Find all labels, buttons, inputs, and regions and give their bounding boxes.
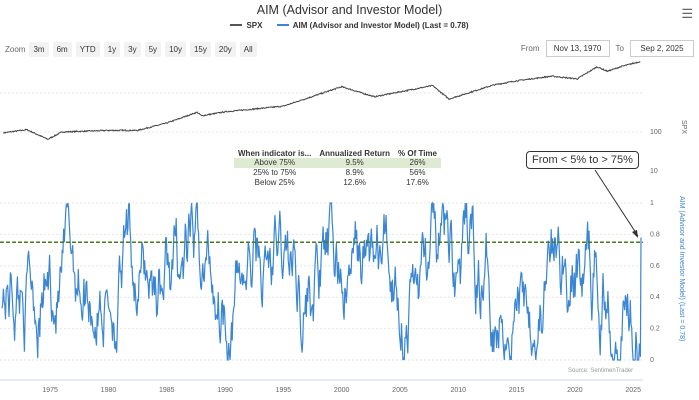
table-cell: 17.6% bbox=[406, 178, 429, 187]
to-label: To bbox=[615, 44, 624, 53]
spx-axis-label: SPX bbox=[680, 120, 687, 134]
aim-tick-label: 0.2 bbox=[650, 326, 660, 333]
hamburger-menu-icon[interactable]: ☰ bbox=[681, 6, 693, 21]
annotation-callout: From < 5% to > 75% bbox=[526, 151, 639, 169]
zoom-label: Zoom bbox=[5, 45, 26, 54]
aim-tick-label: 0 bbox=[650, 357, 654, 364]
x-tick-label: 1995 bbox=[276, 387, 292, 394]
table-cell: 56% bbox=[409, 168, 426, 177]
legend-label: SPX bbox=[246, 20, 263, 30]
stats-table: When indicator is... Annualized Return % O… bbox=[234, 149, 441, 188]
aim-tick-label: 0.8 bbox=[650, 231, 660, 238]
table-cell: 8.9% bbox=[345, 168, 364, 177]
line-swatch-icon bbox=[276, 24, 289, 26]
zoom-15y-button[interactable]: 15y bbox=[189, 42, 211, 57]
legend-item-aim[interactable]: AIM (Advisor and Investor Model) (Last =… bbox=[276, 20, 469, 30]
legend-label: AIM (Advisor and Investor Model) (Last =… bbox=[292, 20, 469, 30]
x-tick-label: 2025 bbox=[625, 387, 641, 394]
zoom-3y-button[interactable]: 3y bbox=[124, 42, 141, 57]
table-cell: Below 25% bbox=[254, 178, 295, 187]
x-tick-label: 1985 bbox=[159, 387, 175, 394]
zoom-ytd-button[interactable]: YTD bbox=[75, 42, 100, 57]
callout-arrow bbox=[594, 169, 639, 237]
table-row: Above 75% 9.5% 26% bbox=[234, 158, 441, 168]
x-tick-label: 2000 bbox=[334, 387, 350, 394]
zoom-1y-button[interactable]: 1y bbox=[103, 42, 121, 57]
table-row: Below 25% 12.6% 17.6% bbox=[234, 178, 441, 188]
aim-axis-label: AIM (Advisor and Investor Model) (Last =… bbox=[678, 196, 685, 341]
zoom-all-button[interactable]: All bbox=[239, 42, 257, 57]
x-tick-label: 2015 bbox=[509, 387, 525, 394]
line-swatch-icon bbox=[230, 24, 243, 26]
legend: SPX AIM (Advisor and Investor Model) (La… bbox=[0, 19, 699, 30]
x-tick-label: 2005 bbox=[392, 387, 408, 394]
aim-tick-label: 0.6 bbox=[650, 263, 660, 270]
x-tick-label: 1975 bbox=[42, 387, 58, 394]
zoom-5y-button[interactable]: 5y bbox=[144, 42, 162, 57]
to-date-input[interactable]: Sep 2, 2025 bbox=[630, 40, 694, 57]
x-tick-label: 1990 bbox=[217, 387, 233, 394]
zoom-6m-button[interactable]: 6m bbox=[52, 42, 72, 57]
aim-tick-label: 0.4 bbox=[650, 294, 660, 301]
aim-series-line bbox=[1, 201, 642, 361]
zoom-bar: Zoom 3m 6m YTD 1y 3y 5y 10y 15y 20y All bbox=[5, 42, 257, 57]
spx-tick-label: 10 bbox=[650, 168, 658, 175]
spx-tick-label: 100 bbox=[650, 129, 662, 136]
table-header: When indicator is... bbox=[238, 149, 312, 158]
date-range: From Nov 13, 1970 To Sep 2, 2025 bbox=[521, 40, 694, 57]
from-date-input[interactable]: Nov 13, 1970 bbox=[545, 40, 610, 57]
table-cell: Above 75% bbox=[234, 158, 316, 168]
table-header: Annualized Return bbox=[319, 149, 391, 158]
zoom-3m-button[interactable]: 3m bbox=[29, 42, 49, 57]
arrow-head-icon bbox=[632, 230, 638, 238]
table-cell: 25% to 75% bbox=[253, 168, 297, 177]
zoom-10y-button[interactable]: 10y bbox=[165, 42, 186, 57]
table-header: % Of Time bbox=[398, 149, 437, 158]
source-note: Source: SentimenTrader bbox=[568, 368, 634, 374]
spx-series-line bbox=[3, 61, 641, 140]
table-row: 25% to 75% 8.9% 56% bbox=[234, 168, 441, 178]
aim-tick-label: 1 bbox=[650, 200, 654, 207]
table-cell: 12.6% bbox=[343, 178, 367, 187]
chart-title: AIM (Advisor and Investor Model) bbox=[256, 3, 443, 17]
table-cell: 26% bbox=[394, 158, 441, 168]
legend-item-spx[interactable]: SPX bbox=[230, 21, 262, 30]
table-cell: 9.5% bbox=[315, 158, 395, 168]
x-tick-label: 2020 bbox=[567, 387, 583, 394]
from-label: From bbox=[520, 44, 540, 53]
x-tick-label: 1980 bbox=[101, 387, 117, 394]
x-tick-label: 2010 bbox=[450, 387, 466, 394]
zoom-20y-button[interactable]: 20y bbox=[214, 42, 236, 57]
